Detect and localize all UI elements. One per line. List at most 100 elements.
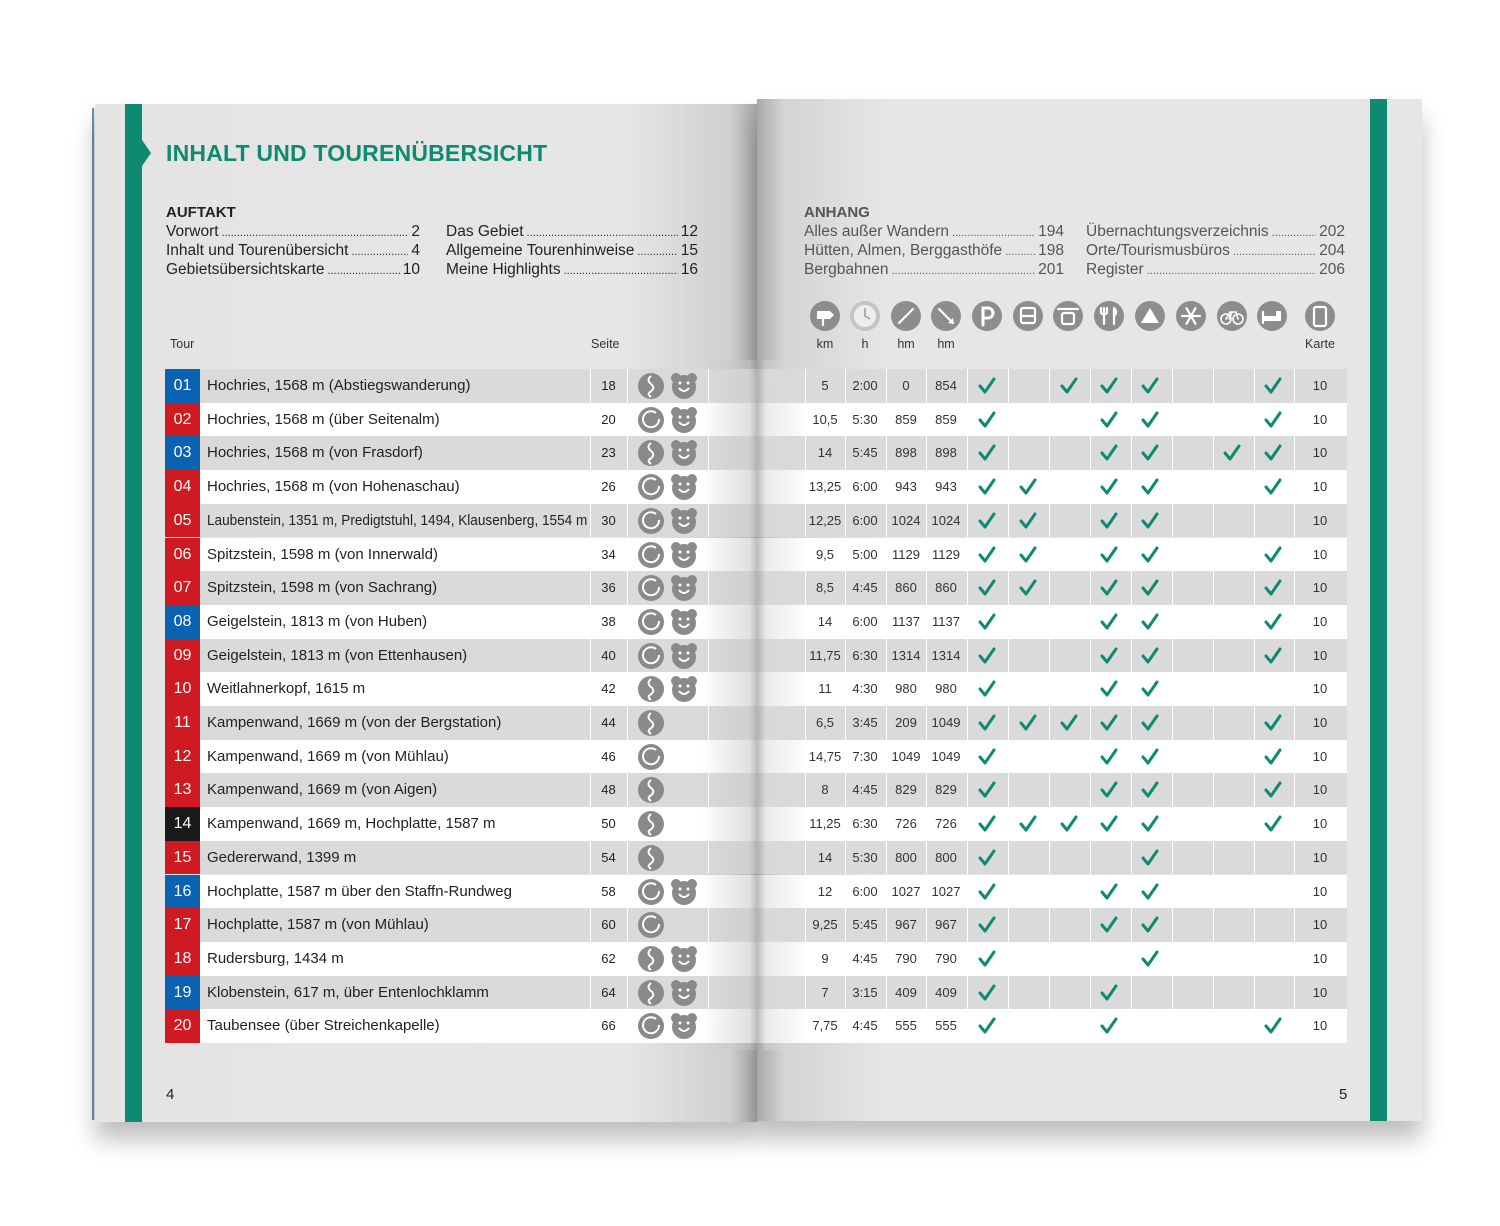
cell-h: 6:30 <box>852 816 878 832</box>
cell-divider <box>627 874 628 909</box>
check <box>1100 613 1118 630</box>
cell-divider <box>1008 470 1009 504</box>
cell-divider <box>627 470 628 504</box>
cell-divider <box>1213 638 1214 673</box>
kids-icon <box>671 507 697 534</box>
cell-divider <box>1254 874 1255 909</box>
cell-divider <box>1254 840 1255 875</box>
column-header: km <box>816 337 834 351</box>
cell-divider <box>1008 1009 1009 1043</box>
toc-leader <box>1233 241 1316 260</box>
cell-divider <box>1294 739 1295 774</box>
cell-km: 7,75 <box>812 1018 838 1034</box>
page-ref: 42 <box>601 681 616 697</box>
check <box>1141 680 1159 697</box>
check <box>978 950 996 967</box>
cell-map: 10 <box>1312 512 1328 528</box>
check <box>978 512 996 529</box>
cell-divider <box>1090 773 1091 808</box>
check <box>1100 1017 1118 1034</box>
cell-km: 11 <box>818 681 832 697</box>
cell-divider <box>967 604 968 639</box>
tour-name: Laubenstein, 1351 m, Predigtstuhl, 1494,… <box>207 511 588 529</box>
cell-divider <box>627 773 628 808</box>
cell-divider <box>627 706 628 740</box>
table-row: 14 Kampenwand, 1669 m, Hochplatte, 1587 m… <box>165 807 1347 841</box>
cell-divider <box>1008 840 1009 875</box>
cell-divider <box>1131 840 1132 875</box>
cell-divider <box>1049 402 1050 437</box>
cell-divider <box>1254 706 1255 740</box>
cell-divider <box>1131 706 1132 740</box>
cell-divider <box>1254 1009 1255 1043</box>
page-ref: 20 <box>601 411 616 427</box>
cell-km: 9 <box>821 950 829 966</box>
cell-h: 2:00 <box>852 378 878 393</box>
cell-divider <box>967 638 968 673</box>
check <box>1100 916 1118 933</box>
cell-divider <box>967 874 968 909</box>
cell-divider <box>1131 672 1132 706</box>
tour-name: Gedererwand, 1399 m <box>207 848 357 866</box>
page-ref: 38 <box>601 613 616 629</box>
tour-number: 08 <box>165 604 200 639</box>
tour-name: Hochries, 1568 m (von Hohenaschau) <box>207 478 460 496</box>
cell-divider <box>967 941 968 976</box>
cell-divider <box>1254 369 1255 403</box>
cell-divider <box>1294 807 1295 841</box>
cell-map: 10 <box>1312 984 1328 1000</box>
cell-map: 10 <box>1312 378 1328 393</box>
cell-divider <box>926 706 927 740</box>
check <box>1141 916 1159 933</box>
tour-name: Hochplatte, 1587 m über den Staffn-Rundw… <box>207 882 512 900</box>
cell-divider <box>845 1009 846 1043</box>
cell-divider <box>627 402 628 437</box>
cell-h: 4:45 <box>852 950 878 966</box>
cell-divider <box>1254 638 1255 673</box>
column-icon <box>850 301 880 331</box>
toc-label: Bergbahnen <box>804 261 889 278</box>
cell-divider <box>1090 503 1091 538</box>
cell-divider <box>926 571 927 605</box>
cell-divider <box>1090 908 1091 942</box>
cell-divider <box>627 941 628 976</box>
kids-icon <box>671 1013 697 1040</box>
tour-number: 02 <box>165 402 200 437</box>
page-ref: 54 <box>601 849 616 865</box>
tour-number: 04 <box>165 470 200 504</box>
toc-leader <box>222 222 409 241</box>
cell-divider <box>926 537 927 572</box>
check <box>978 714 996 731</box>
page-number: 5 <box>1339 1086 1348 1103</box>
tour-number: 03 <box>165 436 200 471</box>
cell-divider <box>1172 908 1173 942</box>
check <box>1100 444 1118 461</box>
route-linear <box>638 844 664 871</box>
cell-divider <box>1294 436 1295 471</box>
cell-up: 0 <box>902 378 910 393</box>
table-row: 15 Gedererwand, 1399 m 54 14 5:30 800 800 10 <box>165 840 1347 875</box>
check <box>1019 579 1037 596</box>
cell-divider <box>845 402 846 437</box>
cell-divider <box>1008 874 1009 909</box>
cell-divider <box>590 941 591 976</box>
cell-divider <box>1213 1009 1214 1043</box>
check <box>1141 815 1159 832</box>
cell-h: 4:45 <box>852 782 878 798</box>
cell-divider <box>1049 638 1050 673</box>
cell-divider <box>967 369 968 403</box>
check <box>1100 647 1118 664</box>
cell-divider <box>1213 739 1214 774</box>
cell-divider <box>708 874 709 909</box>
cell-divider <box>967 402 968 437</box>
cell-divider <box>1254 402 1255 437</box>
cell-divider <box>1213 503 1214 538</box>
cell-down: 555 <box>935 1018 957 1034</box>
cell-divider <box>1008 773 1009 808</box>
check <box>1100 714 1118 731</box>
cell-divider <box>1294 672 1295 706</box>
tour-name: Hochries, 1568 m (Abstiegswanderung) <box>207 377 471 394</box>
cell-divider <box>967 571 968 605</box>
cell-divider <box>708 706 709 740</box>
check <box>1264 647 1282 664</box>
